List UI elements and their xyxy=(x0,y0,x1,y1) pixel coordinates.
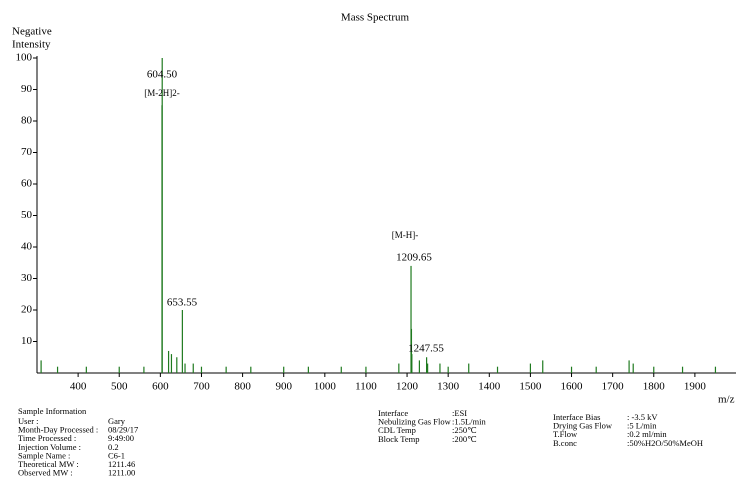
info-value: :1.5L/min xyxy=(452,417,487,427)
x-tick-label: 1900 xyxy=(684,381,707,393)
info-value: :200℃ xyxy=(452,434,477,444)
info-value: :5 L/min xyxy=(627,421,657,431)
info-value: :50%H2O/50%MeOH xyxy=(627,438,703,448)
x-tick-label: 1300 xyxy=(437,381,460,393)
x-tick-label: 600 xyxy=(152,381,169,393)
x-tick-label: 900 xyxy=(275,381,292,393)
info-label: Observed MW : xyxy=(18,468,73,478)
peak-annotation: [M-H]- xyxy=(392,230,419,240)
y-tick-label: 100 xyxy=(16,52,33,64)
x-tick-label: 1600 xyxy=(561,381,584,393)
x-tick-label: 1100 xyxy=(355,381,377,393)
info-title: Sample Information xyxy=(18,406,87,416)
info-value: C6-1 xyxy=(108,450,125,460)
x-tick-label: 1500 xyxy=(519,381,542,393)
info-label: Theoretical MW : xyxy=(18,459,79,469)
y-tick-label: 60 xyxy=(21,178,33,190)
y-tick-label: 30 xyxy=(21,272,33,284)
info-label: Month-Day Processed : xyxy=(18,425,98,435)
info-label: T.Flow xyxy=(553,429,578,439)
info-label: Sample Name : xyxy=(18,450,70,460)
chart-title: Mass Spectrum xyxy=(341,12,410,24)
x-tick-label: 1700 xyxy=(602,381,625,393)
info-label: Time Processed : xyxy=(18,433,76,443)
y-tick-label: 20 xyxy=(21,304,33,316)
info-label: User : xyxy=(18,416,39,426)
info-value: 0.2 xyxy=(108,442,119,452)
y-axis-label: Negative xyxy=(12,26,52,38)
info-value: Gary xyxy=(108,416,126,426)
y-tick-label: 10 xyxy=(21,335,33,347)
x-tick-label: 1800 xyxy=(643,381,666,393)
y-tick-label: 90 xyxy=(21,83,33,95)
peak-annotation: 1209.65 xyxy=(396,252,432,264)
x-axis-label: m/z xyxy=(718,394,735,406)
y-tick-label: 80 xyxy=(21,115,33,127)
info-value: :250℃ xyxy=(452,425,477,435)
peak-annotation: 1247.55 xyxy=(408,343,444,355)
info-value: : -3.5 kV xyxy=(627,412,658,422)
x-tick-label: 400 xyxy=(70,381,87,393)
x-tick-label: 1200 xyxy=(396,381,419,393)
info-label: Drying Gas Flow xyxy=(553,421,613,431)
info-label: Injection Volume : xyxy=(18,442,81,452)
info-value: 1211.00 xyxy=(108,468,135,478)
info-label: B.conc xyxy=(553,438,577,448)
y-tick-label: 40 xyxy=(21,241,33,253)
peak-annotation: [M-2H]2- xyxy=(144,88,180,98)
info-label: CDL Temp xyxy=(378,425,416,435)
info-value: :0.2 ml/min xyxy=(627,429,667,439)
peak-annotation: 653.55 xyxy=(167,297,198,309)
info-value: 08/29/17 xyxy=(108,425,138,435)
x-tick-label: 1400 xyxy=(478,381,501,393)
info-label: Interface xyxy=(378,408,408,418)
info-value: 9:49:00 xyxy=(108,433,134,443)
x-tick-label: 700 xyxy=(193,381,210,393)
info-value: 1211.46 xyxy=(108,459,135,469)
info-label: Interface Bias xyxy=(553,412,600,422)
info-value: :ESI xyxy=(452,408,467,418)
y-axis-label: Intensity xyxy=(12,39,51,51)
x-tick-label: 500 xyxy=(111,381,128,393)
info-label: Block Temp xyxy=(378,434,420,444)
y-tick-label: 70 xyxy=(21,146,33,158)
x-tick-label: 1000 xyxy=(314,381,337,393)
x-tick-label: 800 xyxy=(234,381,251,393)
y-tick-label: 50 xyxy=(21,209,33,221)
info-label: Nebulizing Gas Flow xyxy=(378,417,452,427)
peak-annotation: 604.50 xyxy=(147,69,178,81)
